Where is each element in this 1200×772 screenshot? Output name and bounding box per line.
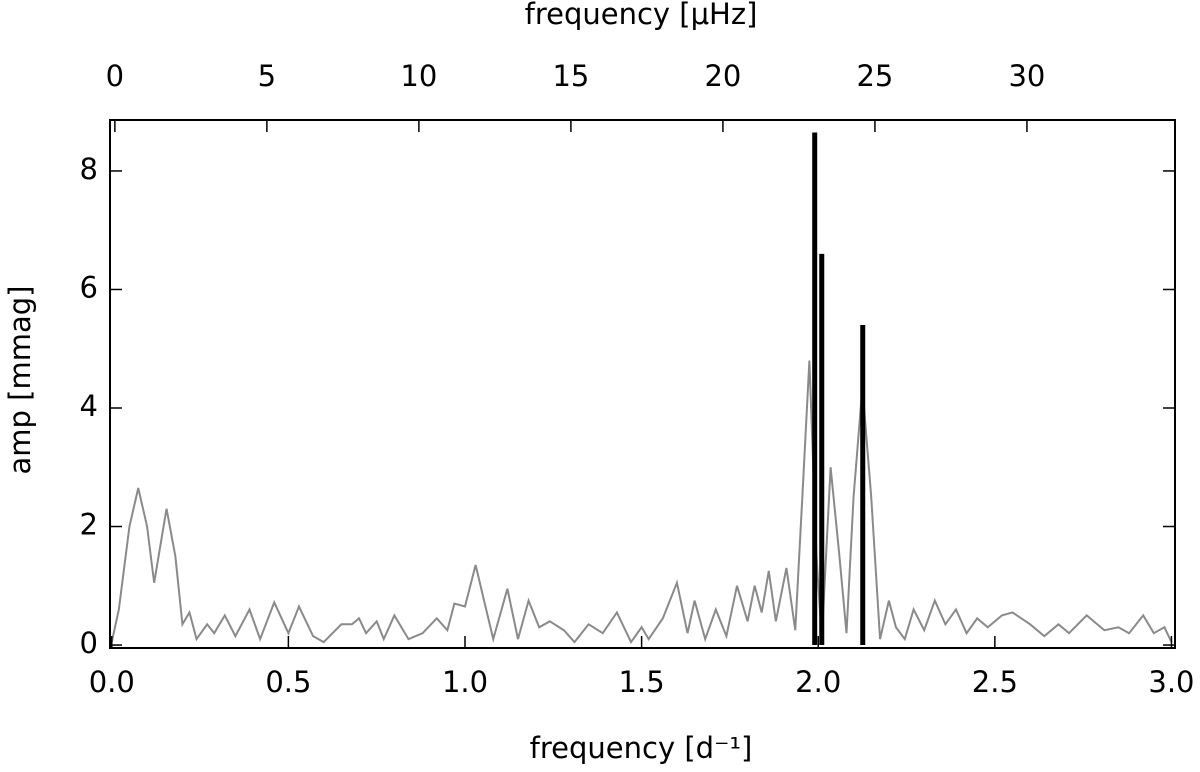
x-tick-label: 0.0 <box>89 665 135 699</box>
plot-frame <box>109 119 1176 649</box>
top-axis-title: frequency [μHz] <box>525 0 758 31</box>
top-tick-label: 25 <box>856 59 893 93</box>
periodogram-line <box>110 360 1173 645</box>
top-tick-label: 15 <box>552 59 589 93</box>
y-axis-title: amp [mmag] <box>3 286 37 475</box>
x-axis-title: frequency [d⁻¹] <box>530 731 753 765</box>
y-tick-label: 2 <box>80 508 98 542</box>
top-tick-label: 10 <box>400 59 437 93</box>
x-tick-label: 1.0 <box>442 665 488 699</box>
top-tick-label: 20 <box>704 59 741 93</box>
top-tick-label: 5 <box>258 59 276 93</box>
y-tick-label: 0 <box>80 626 98 660</box>
y-tick-label: 6 <box>80 270 98 304</box>
y-tick-label: 8 <box>80 152 98 186</box>
x-tick-label: 3.0 <box>1148 665 1194 699</box>
x-tick-label: 2.0 <box>795 665 841 699</box>
top-tick-label: 30 <box>1008 59 1045 93</box>
x-tick-label: 2.5 <box>972 665 1018 699</box>
x-tick-label: 1.5 <box>619 665 665 699</box>
y-tick-label: 4 <box>80 389 98 423</box>
top-tick-label: 0 <box>106 59 124 93</box>
x-tick-label: 0.5 <box>265 665 311 699</box>
